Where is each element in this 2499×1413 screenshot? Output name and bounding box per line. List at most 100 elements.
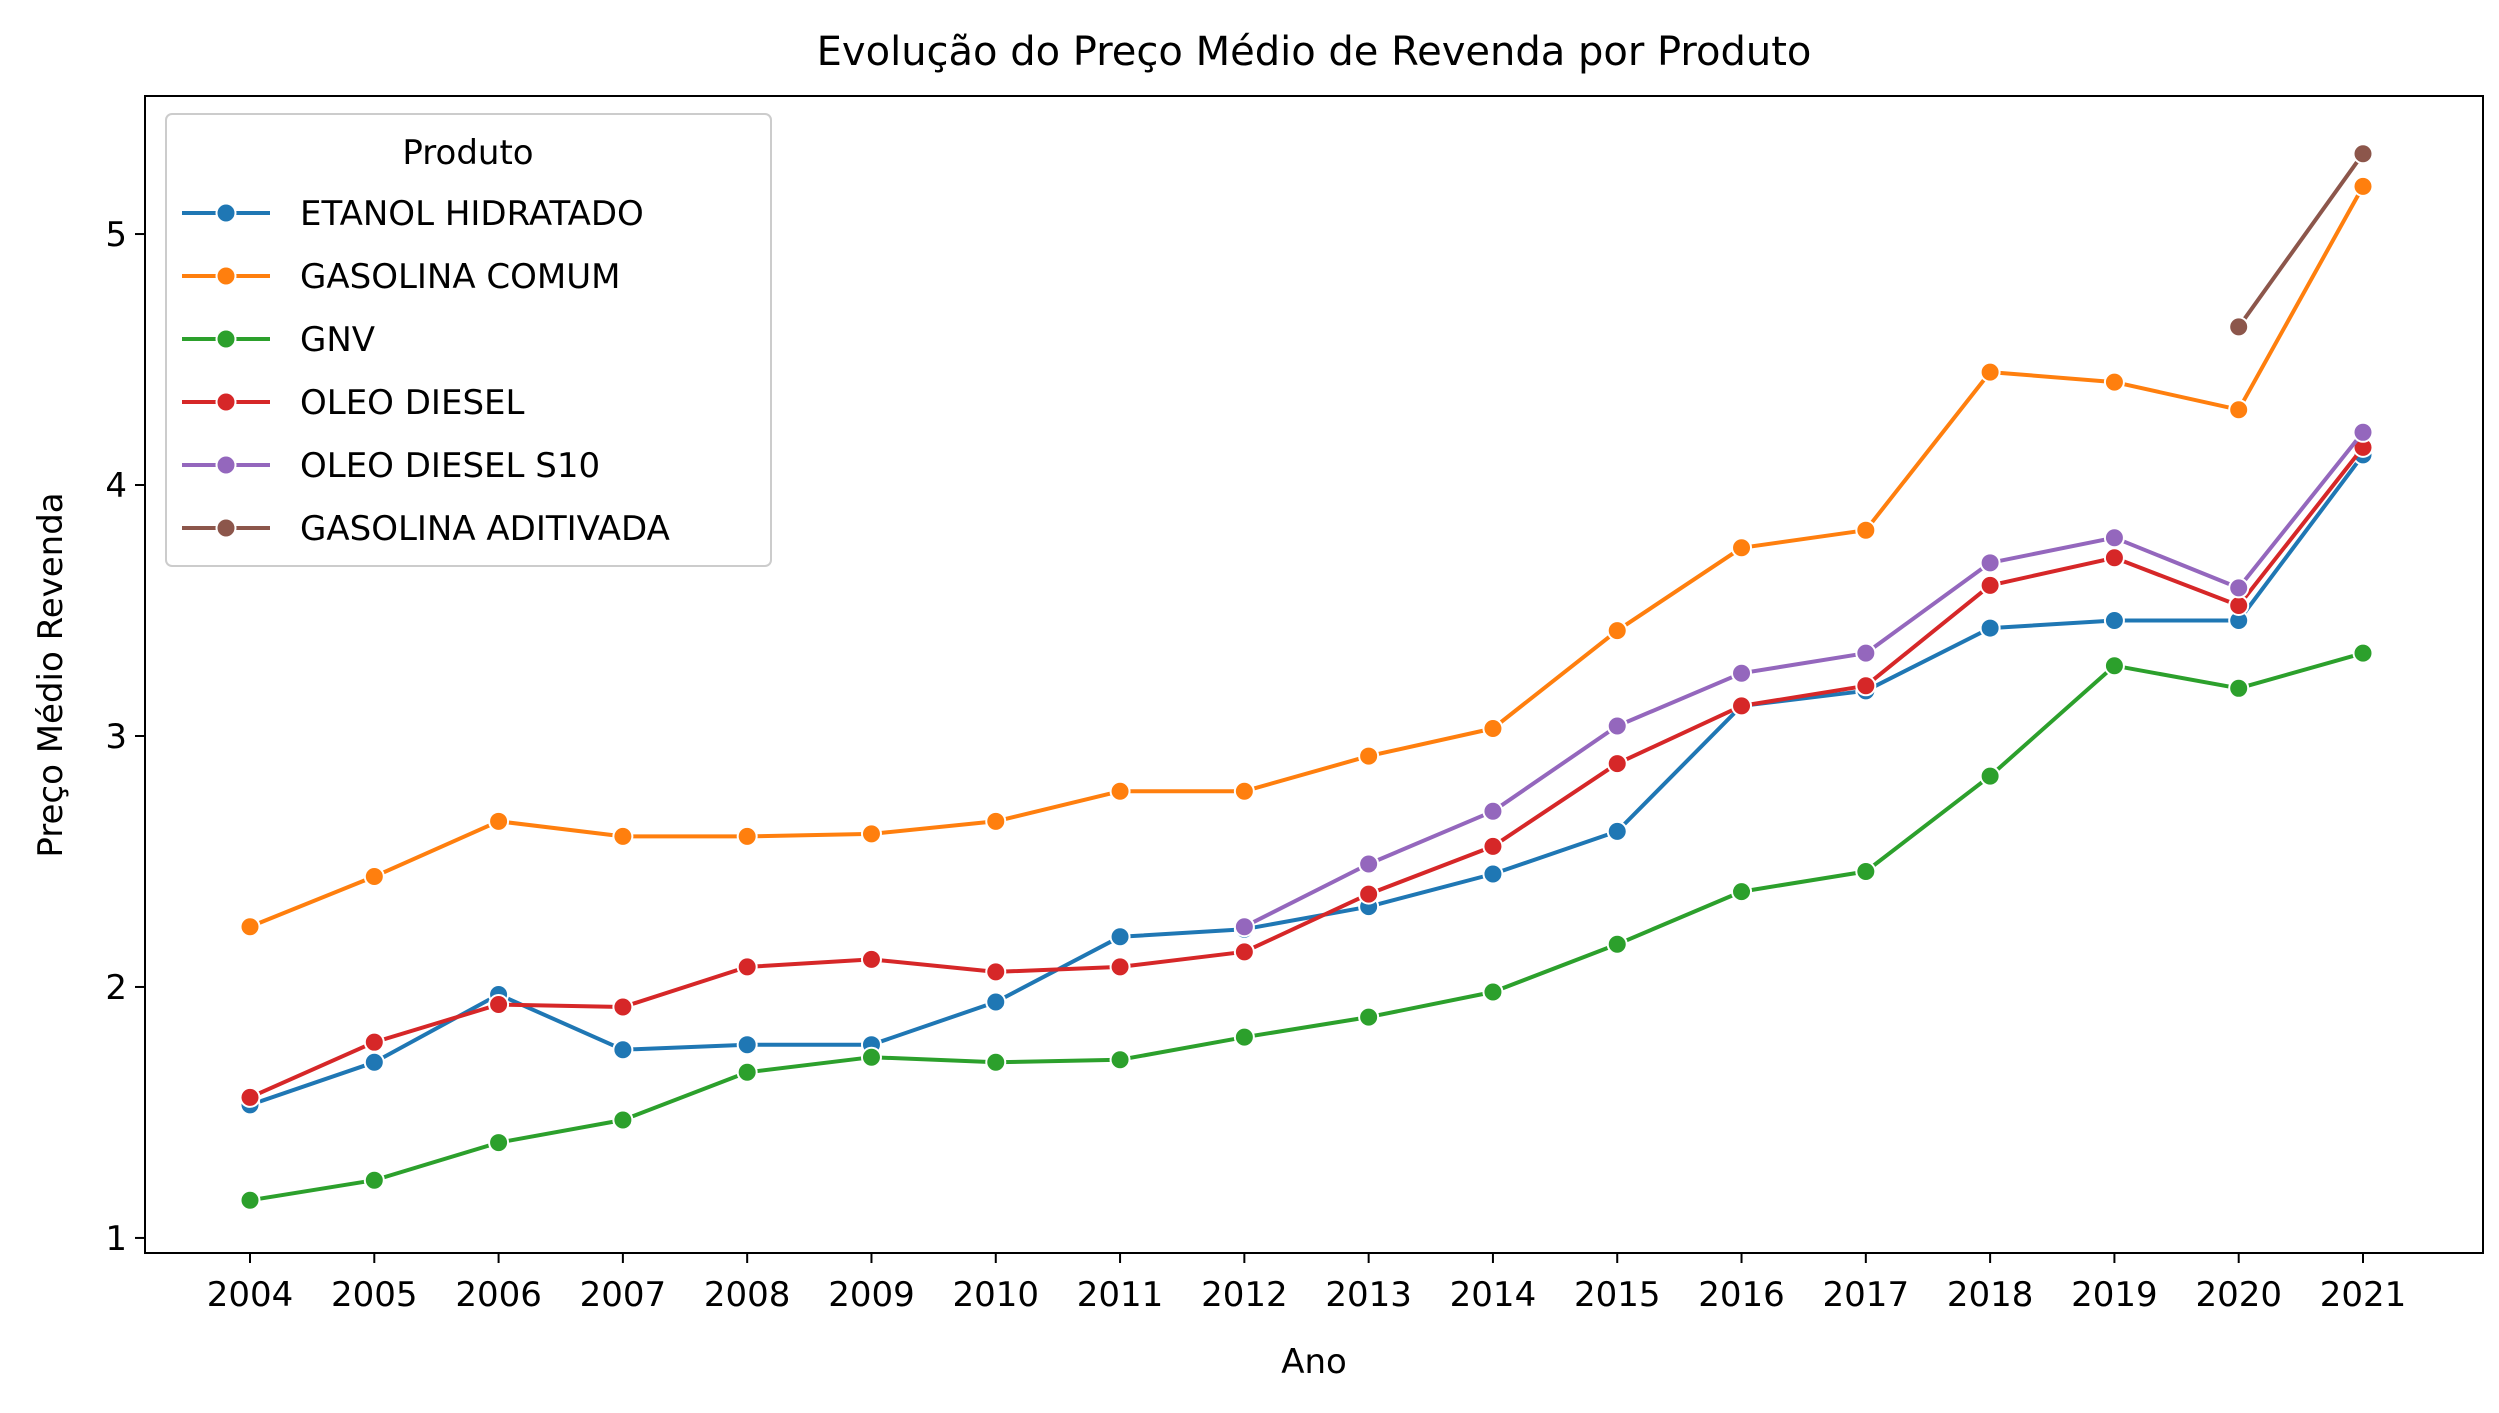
x-tick-label: 2019 xyxy=(2071,1275,2158,1315)
x-tick-label: 2014 xyxy=(1450,1275,1537,1315)
data-point xyxy=(1606,715,1628,737)
data-point xyxy=(612,825,634,847)
legend-swatch-marker xyxy=(215,328,237,350)
legend-item-etanol-hidratado: ETANOL HIDRATADO xyxy=(182,194,644,234)
legend-label: OLEO DIESEL S10 xyxy=(300,446,600,486)
data-point xyxy=(1233,941,1255,963)
data-point xyxy=(1606,620,1628,642)
chart-title: Evolução do Preço Médio de Revenda por P… xyxy=(817,29,1812,75)
legend-label: GNV xyxy=(300,320,375,360)
legend-title: Produto xyxy=(402,133,533,173)
y-tick-label: 1 xyxy=(105,1219,127,1259)
series-line-gasolina-comum xyxy=(249,185,2365,929)
x-tick-label: 2017 xyxy=(1823,1275,1910,1315)
x-axis-label: Ano xyxy=(1281,1342,1347,1382)
data-point xyxy=(2228,316,2250,338)
x-tick-label: 2020 xyxy=(2195,1275,2282,1315)
y-axis-ticks: 1 2 3 4 5 xyxy=(105,215,145,1259)
x-tick-label: 2015 xyxy=(1574,1275,1661,1315)
y-tick-label: 3 xyxy=(105,717,127,757)
series-gnv xyxy=(239,642,2374,1211)
data-point xyxy=(2228,594,2250,616)
x-tick-label: 2013 xyxy=(1325,1275,1412,1315)
data-point xyxy=(1109,926,1131,948)
legend-swatch-marker xyxy=(215,202,237,224)
data-point xyxy=(985,991,1007,1013)
data-point xyxy=(1731,695,1753,717)
data-point xyxy=(1979,617,2001,639)
legend-label: GASOLINA ADITIVADA xyxy=(300,509,670,549)
x-tick-label: 2016 xyxy=(1698,1275,1785,1315)
data-point xyxy=(985,1051,1007,1073)
data-point xyxy=(363,1031,385,1053)
data-point xyxy=(2103,655,2125,677)
data-point xyxy=(1979,552,2001,574)
data-point xyxy=(1606,753,1628,775)
data-point xyxy=(488,994,510,1016)
series-oleo-diesel-s10 xyxy=(1233,421,2374,938)
data-point xyxy=(1979,765,2001,787)
data-point xyxy=(2352,421,2374,443)
y-axis-label: Preço Médio Revenda xyxy=(31,492,71,857)
data-point xyxy=(860,823,882,845)
data-point xyxy=(2228,577,2250,599)
data-point xyxy=(612,1039,634,1061)
x-tick-label: 2010 xyxy=(952,1275,1039,1315)
data-point xyxy=(2352,175,2374,197)
data-point xyxy=(1233,1026,1255,1048)
data-point xyxy=(2103,610,2125,632)
legend-label: OLEO DIESEL xyxy=(300,383,525,423)
data-point xyxy=(1482,863,1504,885)
data-point xyxy=(612,1109,634,1131)
data-point xyxy=(363,866,385,888)
series-oleo-diesel xyxy=(239,436,2374,1108)
data-point xyxy=(736,825,758,847)
data-point xyxy=(860,1046,882,1068)
legend-swatch-marker xyxy=(215,391,237,413)
data-point xyxy=(1855,675,1877,697)
data-point xyxy=(1109,1049,1131,1071)
data-point xyxy=(1358,1006,1380,1028)
x-tick-label: 2004 xyxy=(207,1275,294,1315)
data-point xyxy=(2103,547,2125,569)
data-point xyxy=(2103,371,2125,393)
data-point xyxy=(1731,662,1753,684)
series-line-oleo-diesel-s10 xyxy=(1243,431,2365,929)
data-point xyxy=(612,996,634,1018)
x-tick-label: 2008 xyxy=(704,1275,791,1315)
data-point xyxy=(2228,677,2250,699)
y-tick-label: 4 xyxy=(105,466,127,506)
data-point xyxy=(1979,574,2001,596)
x-axis-ticks: 2004 2005 2006 2007 2008 2009 2010 2011 2012 2013… xyxy=(207,1253,2406,1315)
series-gasolina-aditivada xyxy=(2228,143,2374,338)
data-point xyxy=(2228,399,2250,421)
data-point xyxy=(860,948,882,970)
y-tick-label: 2 xyxy=(105,968,127,1008)
legend-entries: ETANOL HIDRATADO GASOLINA COMUM GNV OLEO DI… xyxy=(182,194,670,549)
data-point xyxy=(1482,981,1504,1003)
data-point xyxy=(488,810,510,832)
data-point xyxy=(1109,780,1131,802)
data-point xyxy=(2103,527,2125,549)
data-point xyxy=(239,1189,261,1211)
legend: Produto ETANOL HIDRATADO GASOLINA COMUM GN… xyxy=(165,113,772,567)
data-point xyxy=(1482,717,1504,739)
data-point xyxy=(1482,800,1504,822)
data-point xyxy=(239,916,261,938)
data-point xyxy=(1109,956,1131,978)
data-point xyxy=(488,1132,510,1154)
y-tick-label: 5 xyxy=(105,215,127,255)
x-tick-label: 2007 xyxy=(580,1275,667,1315)
legend-item-gasolina-comum: GASOLINA COMUM xyxy=(182,257,620,297)
data-point xyxy=(1731,537,1753,559)
data-point xyxy=(985,961,1007,983)
series-gasolina-comum xyxy=(239,175,2374,938)
x-tick-label: 2011 xyxy=(1077,1275,1164,1315)
legend-item-gnv: GNV xyxy=(182,320,375,360)
data-point xyxy=(1731,881,1753,903)
data-point xyxy=(1979,361,2001,383)
x-tick-label: 2018 xyxy=(1947,1275,2034,1315)
data-point xyxy=(2352,143,2374,165)
